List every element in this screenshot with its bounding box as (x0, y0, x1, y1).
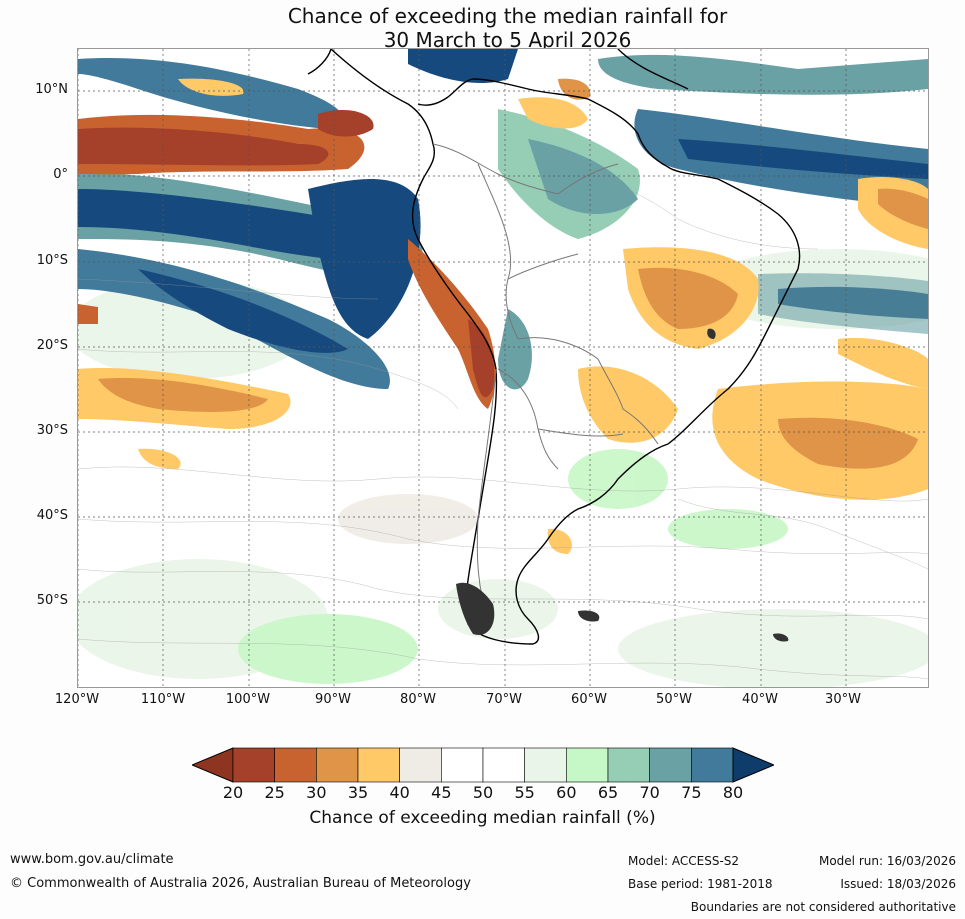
colorbar-segment (607, 747, 650, 783)
colorbar-label: Chance of exceeding median rainfall (%) (309, 808, 656, 828)
colorbar-segment (482, 747, 525, 783)
colorbar-tick-label: 30 (306, 783, 327, 802)
dry-zones (78, 78, 928, 554)
colorbar-segment (441, 747, 484, 783)
lon-label-90w: 90°W (315, 692, 351, 707)
lon-label-40w: 40°W (742, 692, 778, 707)
colorbar (190, 746, 776, 786)
lat-label-10s: 10°S (36, 253, 68, 268)
colorbar-high-extend (732, 747, 776, 783)
colorbar-ticks: 20 25 30 35 40 45 50 55 60 65 70 75 80 (0, 783, 965, 803)
footer-issued: Issued: 18/03/2026 (840, 877, 956, 891)
colorbar-tick-label: 75 (681, 783, 702, 802)
lon-label-60w: 60°W (571, 692, 607, 707)
colorbar-segment (316, 747, 359, 783)
colorbar-tick-label: 20 (222, 783, 244, 802)
lon-label-110w: 110°W (140, 692, 186, 707)
colorbar-tick-label: 70 (639, 783, 660, 802)
colorbar-segment (566, 747, 609, 783)
footer-disclaimer: Boundaries are not considered authoritat… (690, 900, 956, 914)
footer-base-period: Base period: 1981-2018 (628, 877, 773, 891)
lon-label-50w: 50°W (656, 692, 692, 707)
colorbar-tick-label: 40 (389, 783, 410, 802)
colorbar-segment (357, 747, 400, 783)
lon-label-120w: 120°W (54, 692, 100, 707)
lon-label-80w: 80°W (400, 692, 436, 707)
lat-label-20s: 20°S (36, 338, 68, 353)
footer-model: Model: ACCESS-S2 (628, 854, 740, 868)
footer-model-run: Model run: 16/03/2026 (818, 854, 956, 868)
lat-label-30s: 30°S (36, 423, 68, 438)
map-title: Chance of exceeding the median rainfall … (0, 4, 965, 52)
colorbar-tick-label: 60 (556, 783, 577, 802)
lat-label-0: 0° (53, 167, 68, 182)
colorbar-low-extend (190, 747, 234, 783)
lon-label-70w: 70°W (486, 692, 522, 707)
lon-label-100w: 100°W (225, 692, 271, 707)
title-line-1: Chance of exceeding the median rainfall … (287, 4, 728, 28)
colorbar-segment (524, 747, 567, 783)
colorbar-tick-label: 25 (264, 783, 285, 802)
rainfall-map[interactable] (77, 48, 929, 688)
colorbar-segment (232, 747, 275, 783)
colorbar-tick-label: 65 (597, 783, 619, 802)
graticule (78, 49, 928, 687)
colorbar-tick-label: 50 (472, 783, 494, 802)
footer-copyright: © Commonwealth of Australia 2026, Austra… (10, 876, 471, 891)
rainfall-map-canvas (78, 49, 928, 687)
colorbar-tick-label: 45 (431, 783, 452, 802)
lat-label-50s: 50°S (36, 593, 68, 608)
colorbar-segment (274, 747, 317, 783)
coastline (307, 49, 801, 645)
colorbar-segment (649, 747, 692, 783)
colorbar-svg (190, 747, 776, 783)
contour-lines (78, 148, 928, 680)
lat-label-40s: 40°S (36, 508, 68, 523)
lon-label-30w: 30°W (825, 692, 861, 707)
colorbar-segment (691, 747, 734, 783)
colorbar-tick-label: 80 (722, 783, 744, 802)
colorbar-tick-label: 35 (347, 783, 369, 802)
islands (456, 328, 789, 642)
lat-label-10n: 10°N (35, 82, 68, 97)
wet-bands (78, 49, 928, 390)
country-borders (432, 143, 659, 620)
colorbar-segment (399, 747, 442, 783)
colorbar-tick-label: 55 (514, 783, 535, 802)
footer-url[interactable]: www.bom.gov.au/climate (10, 852, 174, 867)
